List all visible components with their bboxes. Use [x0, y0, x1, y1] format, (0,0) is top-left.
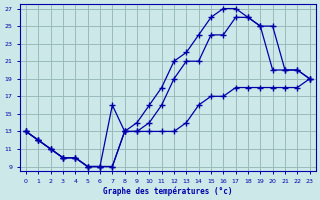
X-axis label: Graphe des températures (°c): Graphe des températures (°c) [103, 186, 233, 196]
